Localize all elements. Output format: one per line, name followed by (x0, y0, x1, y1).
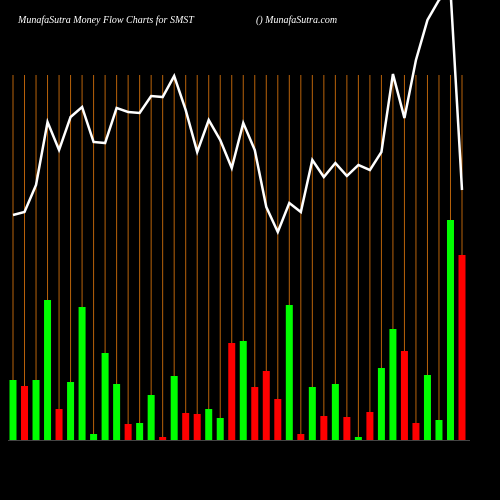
bar (55, 409, 63, 440)
bar (400, 351, 408, 440)
bar (21, 386, 29, 440)
bar (297, 434, 305, 440)
bar (205, 409, 213, 440)
bar (343, 417, 351, 440)
bar (9, 380, 17, 440)
bar (274, 399, 282, 440)
bar (78, 307, 86, 440)
bar (182, 413, 190, 440)
bar (216, 418, 224, 440)
bar (446, 220, 454, 440)
bar (435, 420, 443, 440)
bar (67, 382, 75, 440)
bar (193, 414, 201, 440)
bar (412, 423, 420, 440)
bar (320, 416, 328, 440)
bar (113, 384, 121, 440)
bar (331, 384, 339, 440)
bar (239, 341, 247, 440)
bar (44, 300, 52, 440)
bar (32, 380, 40, 440)
bar (124, 424, 132, 440)
bar (423, 375, 431, 440)
bar (389, 329, 397, 440)
chart-title: MunafaSutra Money Flow Charts for SMST (17, 15, 195, 26)
bar (354, 437, 362, 440)
bar (228, 343, 236, 440)
bar (101, 353, 109, 440)
bar (136, 423, 144, 440)
bar (285, 305, 293, 440)
bar (159, 437, 167, 440)
price-line (12, 0, 464, 236)
bar (366, 412, 374, 440)
bar (377, 368, 385, 440)
bar (262, 371, 270, 440)
bar (170, 376, 178, 440)
bar (458, 255, 466, 440)
bar (90, 434, 98, 440)
bar (251, 387, 259, 440)
chart-subtitle: () MunafaSutra.com (256, 15, 337, 26)
bar (308, 387, 316, 440)
bar (147, 395, 155, 440)
